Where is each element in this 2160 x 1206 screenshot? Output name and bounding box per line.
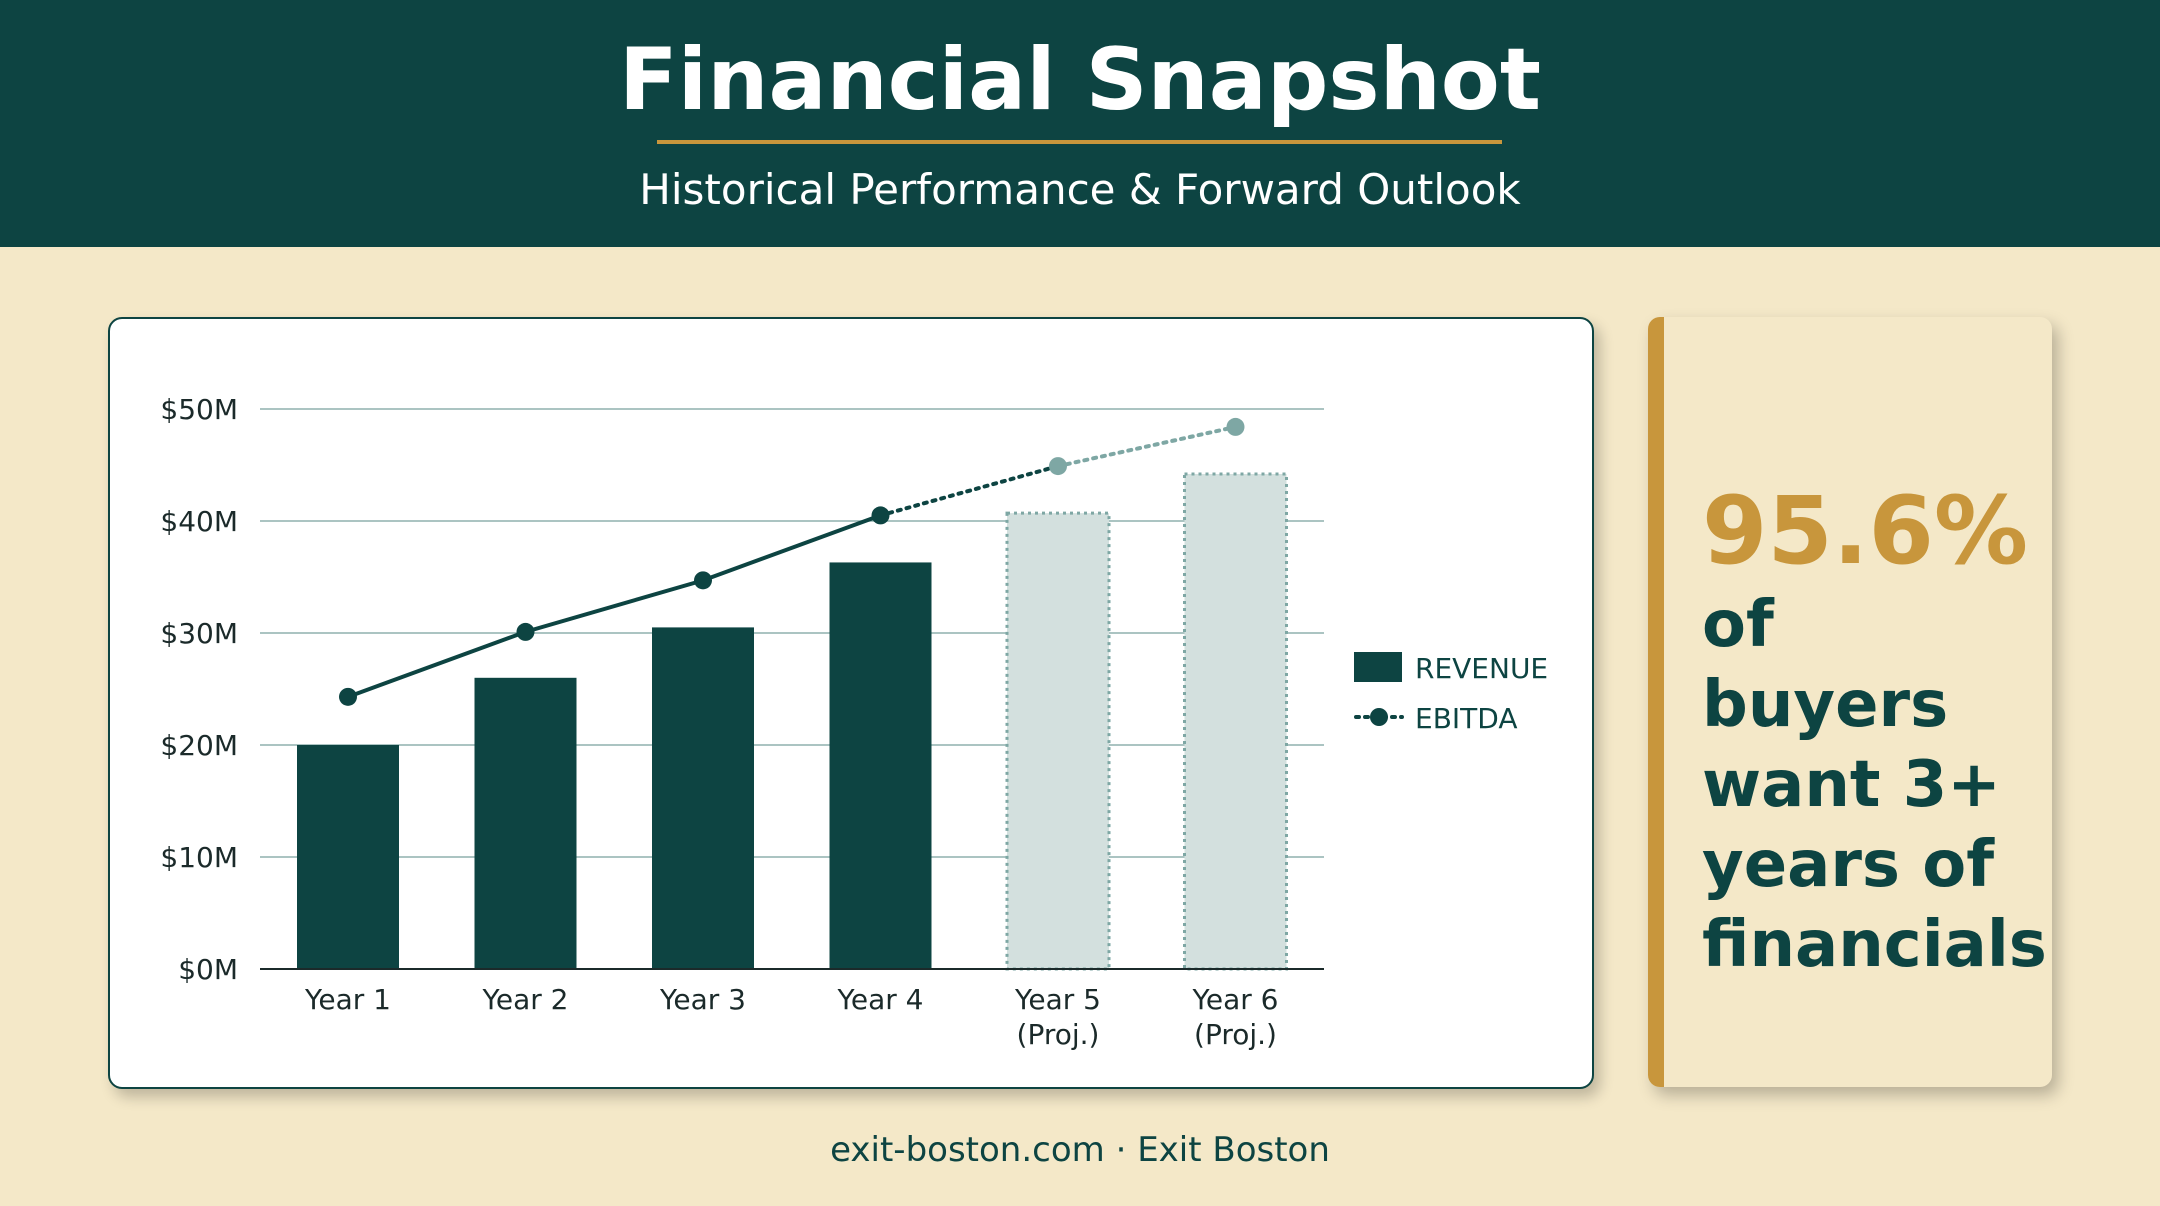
revenue-bar xyxy=(829,562,932,969)
footer-credit: exit-boston.com · Exit Boston xyxy=(830,1130,1330,1170)
stat-accent-bar xyxy=(1648,317,1664,1087)
ebitda-point xyxy=(871,506,890,525)
stat-line: of buyers xyxy=(1702,588,1949,742)
ebitda-point-projected xyxy=(1049,457,1067,476)
x-tick-label: Year 2 xyxy=(482,983,569,1016)
x-tick-label: (Proj.) xyxy=(1017,1018,1100,1051)
ebitda-line-projected xyxy=(1056,424,1238,469)
revenue-bar-projected xyxy=(1005,511,1111,971)
ebitda-line-projected xyxy=(878,464,1060,518)
stat-value: 95.6% xyxy=(1702,477,2029,586)
ebitda-line-actual xyxy=(347,513,882,699)
revenue-bar xyxy=(474,677,577,969)
y-tick-label: $40M xyxy=(160,505,238,538)
x-tick-label: Year 5 xyxy=(1014,983,1101,1016)
revenue-ebitda-chart: $0M $10M $20M $30M $40M $50M Year 1 Year 2 Year … xyxy=(160,393,1548,1051)
stat-line: financials xyxy=(1702,908,2047,982)
title-underline xyxy=(657,140,1502,144)
ebitda-point-projected xyxy=(1226,417,1245,436)
revenue-bar xyxy=(297,745,399,969)
y-tick-label: $30M xyxy=(160,617,238,650)
revenue-bar-projected xyxy=(1183,472,1288,971)
legend-revenue-swatch xyxy=(1354,652,1402,682)
page-subtitle: Historical Performance & Forward Outlook xyxy=(639,165,1521,214)
legend-revenue-label: REVENUE xyxy=(1415,652,1548,685)
revenue-bar xyxy=(652,627,754,969)
legend-ebitda-label: EBITDA xyxy=(1415,702,1517,735)
y-tick-label: $10M xyxy=(160,841,238,874)
x-tick-label: Year 4 xyxy=(837,983,924,1016)
y-tick-label: $50M xyxy=(160,393,238,426)
stat-line: years of xyxy=(1702,828,1995,902)
y-tick-label: $20M xyxy=(160,729,238,762)
stat-card: 95.6% of buyers want 3+ years of financi… xyxy=(1648,317,2052,1087)
legend-ebitda-marker xyxy=(1370,708,1388,726)
ebitda-point xyxy=(339,687,357,706)
x-tick-label: Year 3 xyxy=(659,983,746,1016)
stat-line: want 3+ xyxy=(1702,748,2001,822)
header-banner: Financial Snapshot Historical Performanc… xyxy=(0,0,2160,247)
page-title: Financial Snapshot xyxy=(619,30,1541,130)
chart-card: $0M $10M $20M $30M $40M $50M Year 1 Year 2 Year … xyxy=(108,317,1594,1089)
x-tick-label: Year 6 xyxy=(1192,983,1279,1016)
ebitda-point xyxy=(694,571,712,590)
stat-description: of buyers want 3+ years of financials xyxy=(1702,585,2047,985)
y-tick-label: $0M xyxy=(178,953,238,986)
x-tick-label: (Proj.) xyxy=(1194,1018,1277,1051)
ebitda-point xyxy=(516,622,535,641)
x-tick-label: Year 1 xyxy=(304,983,391,1016)
